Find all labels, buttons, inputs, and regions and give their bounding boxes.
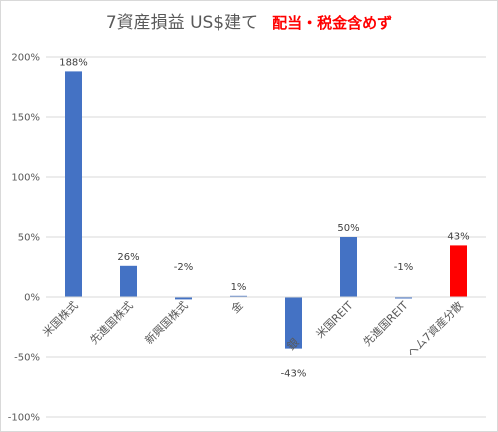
bar bbox=[65, 71, 82, 298]
data-label: 1% bbox=[231, 282, 247, 293]
category-label: ヘム7資産分散 bbox=[404, 298, 466, 360]
data-label: -43% bbox=[281, 369, 307, 380]
category-label: 先進国REIT bbox=[361, 299, 411, 349]
y-tick-label: 100% bbox=[11, 173, 40, 184]
y-tick-label: 50% bbox=[18, 233, 40, 244]
data-label: -1% bbox=[394, 262, 413, 273]
y-tick-label: 0% bbox=[24, 293, 40, 304]
data-label: 188% bbox=[59, 57, 88, 68]
data-label: 50% bbox=[337, 223, 359, 234]
chart-title: 7資産損益 US$建て 配当・税金含めず bbox=[0, 8, 498, 33]
bar bbox=[285, 297, 302, 349]
chart-title-main: 7資産損益 US$建て bbox=[105, 13, 259, 33]
category-label: 金 bbox=[228, 298, 246, 316]
data-label: 43% bbox=[447, 231, 469, 242]
data-label: 26% bbox=[117, 252, 139, 263]
bar bbox=[175, 297, 192, 300]
category-label: 米国REIT bbox=[314, 299, 356, 341]
y-tick-label: 200% bbox=[11, 53, 40, 64]
chart-subtitle: 配当・税金含めず bbox=[272, 14, 393, 32]
y-tick-label: -50% bbox=[14, 353, 40, 364]
data-label: -2% bbox=[174, 262, 193, 273]
bar bbox=[450, 245, 467, 297]
category-label: 先進国株式 bbox=[87, 298, 136, 347]
bar bbox=[340, 237, 357, 297]
category-label: 新興国株式 bbox=[142, 298, 191, 347]
bar bbox=[395, 297, 412, 299]
category-label: 米国株式 bbox=[40, 298, 81, 339]
y-tick-label: -100% bbox=[8, 413, 40, 424]
bar bbox=[120, 265, 137, 297]
y-tick-label: 150% bbox=[11, 113, 40, 124]
